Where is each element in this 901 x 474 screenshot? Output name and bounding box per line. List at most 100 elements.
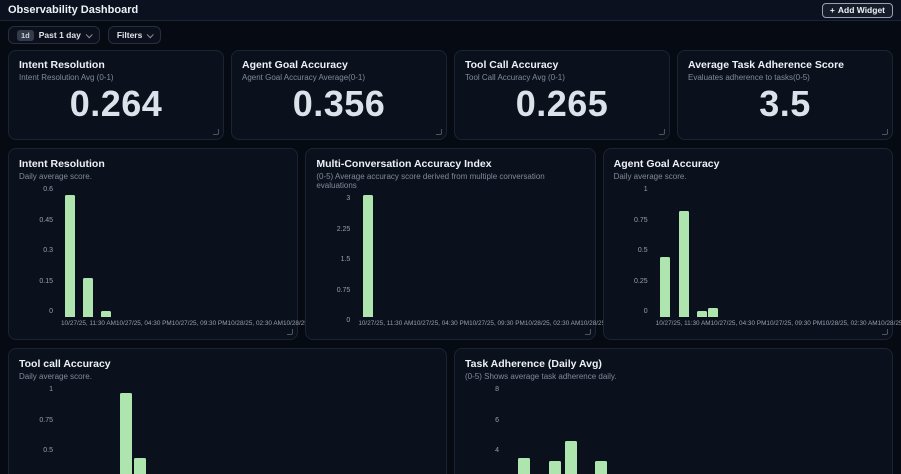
time-range-badge: 1d: [17, 29, 34, 41]
kpi-title: Average Task Adherence Score: [688, 59, 845, 71]
y-tick-label: 6: [495, 416, 499, 424]
bar: [119, 392, 132, 474]
kpi-value: 0.264: [69, 82, 163, 124]
y-tick-label: 0.45: [39, 216, 53, 224]
chevron-down-icon: [147, 30, 155, 38]
filters-label: Filters: [116, 30, 143, 40]
resize-handle-icon[interactable]: [287, 329, 294, 335]
bar: [549, 460, 562, 474]
x-tick-label: 10/28/25, 02:30 AM: [524, 320, 581, 327]
kpi-value: 0.356: [292, 82, 386, 124]
kpi-card-tool-call-accuracy: Tool Call Accuracy Tool Call Accuracy Av…: [454, 50, 670, 140]
bar: [564, 440, 577, 474]
kpi-subtitle: Agent Goal Accuracy Average(0-1): [242, 73, 366, 82]
bar: [660, 257, 671, 317]
time-range-label: Past 1 day: [38, 30, 81, 40]
x-tick-label: 10/27/25, 11:30 AM: [655, 320, 711, 327]
kpi-subtitle: Intent Resolution Avg (0-1): [19, 73, 114, 82]
kpi-card-intent-resolution: Intent Resolution Intent Resolution Avg …: [8, 50, 224, 140]
bar: [362, 195, 373, 317]
add-widget-label: Add Widget: [837, 5, 885, 15]
y-tick-label: 4: [495, 447, 499, 454]
kpi-card-task-adherence: Average Task Adherence Score Evaluates a…: [677, 50, 893, 140]
kpi-title: Tool Call Accuracy: [465, 59, 559, 71]
chart-subtitle: Daily average score.: [19, 372, 92, 381]
chart-subtitle: (0-5) Shows average task adherence daily…: [465, 372, 617, 381]
chevron-down-icon: [85, 30, 93, 38]
y-tick-label: 0.6: [43, 186, 53, 193]
chart-card-intent-resolution: Intent Resolution Daily average score. 0…: [8, 148, 338, 340]
y-tick-label: 0.75: [336, 286, 351, 294]
kpi-subtitle: Evaluates adherence to tasks(0-5): [688, 73, 810, 82]
bar-chart: 0 0.15 0.3 0.45 0.6 10/27/25, 11:30 AM 10/27/2…: [19, 186, 338, 330]
x-tick-label: 10/27/25, 11:30 AM: [358, 320, 414, 327]
resize-handle-icon[interactable]: [213, 129, 219, 135]
kpi-title: Intent Resolution: [19, 59, 105, 71]
y-tick-label: 0.5: [637, 247, 648, 254]
chart-card-multi-conversation-accuracy: Multi-Conversation Accuracy Index (0-5) …: [305, 148, 636, 340]
resize-handle-icon[interactable]: [882, 129, 888, 135]
chart-card-agent-goal-accuracy: Agent Goal Accuracy Daily average score.…: [602, 148, 901, 340]
y-tick-label: 1.5: [340, 256, 351, 263]
x-tick-label: 10/28/25, 02:30 AM: [227, 320, 283, 327]
y-tick-label: 0.3: [43, 247, 53, 254]
chart-subtitle: Daily average score.: [19, 172, 92, 181]
bar: [101, 310, 112, 317]
chart-subtitle: Daily average score.: [613, 172, 687, 181]
resize-handle-icon[interactable]: [436, 129, 442, 135]
x-tick-label: 10/27/25, 09:30 PM: [469, 320, 525, 327]
kpi-card-agent-goal-accuracy: Agent Goal Accuracy Agent Goal Accuracy …: [231, 50, 447, 140]
chart-title: Intent Resolution: [19, 158, 105, 170]
chart-title: Task Adherence (Daily Avg): [465, 358, 602, 370]
chart-row-2: Tool call Accuracy Daily average score. …: [0, 340, 901, 474]
y-tick-label: 1: [49, 386, 53, 393]
bar: [697, 310, 708, 317]
chart-subtitle: (0-5) Average accuracy score derived fro…: [316, 172, 545, 190]
chart-title: Multi-Conversation Accuracy Index: [316, 158, 492, 170]
resize-handle-icon[interactable]: [659, 129, 665, 135]
x-tick-label: 10/27/25, 11:30 AM: [61, 320, 116, 327]
x-tick-label: 10/27/25, 09:30 PM: [766, 320, 823, 327]
bar: [678, 210, 689, 317]
y-tick-label: 0.5: [43, 447, 53, 454]
x-tick-label: 10/27/25, 04:30 PM: [115, 320, 172, 327]
bar-chart: 0 0.75 1.5 2.25 3 10/27/25, 11:30 AM 10/27/25,…: [316, 195, 636, 330]
bar: [65, 195, 76, 317]
y-tick-label: 0.75: [39, 416, 53, 424]
chart-row-1: Intent Resolution Daily average score. 0…: [0, 140, 901, 340]
y-tick-label: 0.75: [634, 216, 648, 224]
plus-icon: +: [829, 5, 835, 15]
kpi-row: Intent Resolution Intent Resolution Avg …: [0, 48, 901, 140]
bar: [518, 457, 530, 474]
chart-title: Tool call Accuracy: [19, 358, 111, 370]
time-range-button[interactable]: 1d Past 1 day: [8, 26, 100, 44]
chart-title: Agent Goal Accuracy: [613, 158, 720, 170]
add-widget-button[interactable]: + Add Widget: [821, 2, 893, 18]
resize-handle-icon[interactable]: [584, 329, 591, 335]
top-header-bar: Observability Dashboard + Add Widget: [0, 0, 901, 21]
chart-card-task-adherence-daily: Task Adherence (Daily Avg) (0-5) Shows a…: [454, 348, 893, 474]
bar: [134, 458, 147, 474]
page-title: Observability Dashboard: [8, 4, 139, 16]
y-tick-label: 0: [643, 308, 648, 315]
y-tick-label: 0: [346, 317, 351, 324]
x-tick-label: 10/28/25, 09:30 AM: [877, 320, 901, 327]
kpi-subtitle: Tool Call Accuracy Avg (0-1): [465, 73, 565, 82]
y-tick-label: 0.15: [39, 277, 53, 285]
x-tick-label: 10/27/25, 04:30 PM: [710, 320, 767, 327]
kpi-value: 3.5: [759, 82, 811, 124]
filters-button[interactable]: Filters: [107, 26, 162, 44]
y-tick-label: 0: [49, 308, 53, 315]
chart-card-tool-call-accuracy: Tool call Accuracy Daily average score. …: [8, 348, 447, 474]
bar: [595, 460, 608, 474]
x-tick-label: 10/27/25, 04:30 PM: [413, 320, 470, 327]
y-tick-label: 8: [495, 386, 499, 393]
kpi-value: 0.265: [515, 82, 609, 124]
resize-handle-icon[interactable]: [881, 329, 888, 335]
y-tick-label: 0.25: [634, 277, 648, 285]
bar: [708, 308, 719, 317]
y-tick-label: 2.25: [336, 225, 351, 233]
